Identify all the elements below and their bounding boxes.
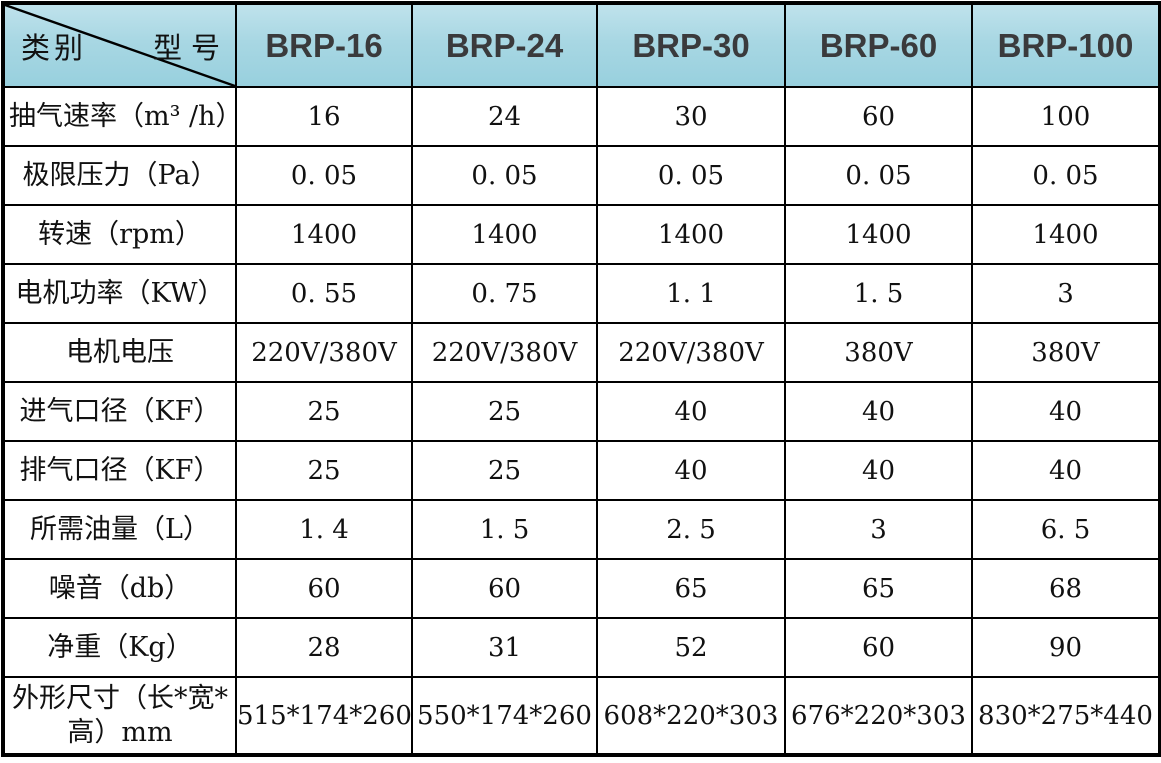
spec-cell: 1. 5 bbox=[411, 499, 598, 560]
spec-cell: 28 bbox=[235, 617, 413, 678]
corner-category-label: 类别 bbox=[21, 30, 88, 65]
spec-cell: 60 bbox=[411, 558, 598, 619]
spec-cell: 6. 5 bbox=[971, 499, 1161, 560]
row-pumping-speed: 抽气速率（m³ /h） 16 24 30 60 100 bbox=[2, 86, 1161, 147]
column-header-brp-16: BRP-16 bbox=[235, 2, 413, 88]
row-label: 所需油量（L） bbox=[2, 499, 237, 560]
spec-cell: 380V bbox=[971, 322, 1161, 383]
spec-cell: 0. 05 bbox=[411, 145, 598, 206]
row-label: 极限压力（Pa） bbox=[2, 145, 237, 206]
spec-cell: 0. 05 bbox=[596, 145, 786, 206]
spec-cell: 68 bbox=[971, 558, 1161, 619]
row-oil-capacity: 所需油量（L） 1. 4 1. 5 2. 5 3 6. 5 bbox=[2, 499, 1161, 560]
row-label: 抽气速率（m³ /h） bbox=[2, 86, 237, 147]
spec-cell: 100 bbox=[971, 86, 1161, 147]
spec-cell: 90 bbox=[971, 617, 1161, 678]
spec-cell: 0. 05 bbox=[235, 145, 413, 206]
spec-cell: 1. 1 bbox=[596, 263, 786, 324]
spec-cell: 24 bbox=[411, 86, 598, 147]
spec-cell: 25 bbox=[235, 440, 413, 501]
spec-cell: 608*220*303 bbox=[596, 676, 786, 756]
spec-cell: 40 bbox=[784, 440, 973, 501]
spec-cell: 65 bbox=[784, 558, 973, 619]
spec-cell: 40 bbox=[784, 381, 973, 442]
spec-cell: 676*220*303 bbox=[784, 676, 973, 756]
spec-cell: 0. 55 bbox=[235, 263, 413, 324]
row-label: 电机功率（KW） bbox=[2, 263, 237, 324]
spec-cell: 550*174*260 bbox=[411, 676, 598, 756]
column-header-brp-30: BRP-30 bbox=[596, 2, 786, 88]
row-label: 外形尺寸（长*宽*高）mm bbox=[2, 676, 237, 756]
spec-cell: 40 bbox=[596, 440, 786, 501]
row-label: 噪音（db） bbox=[2, 558, 237, 619]
spec-cell: 2. 5 bbox=[596, 499, 786, 560]
spec-cell: 3 bbox=[784, 499, 973, 560]
row-label: 排气口径（KF） bbox=[2, 440, 237, 501]
corner-cell: 型号 类别 bbox=[2, 2, 237, 88]
row-label: 进气口径（KF） bbox=[2, 381, 237, 442]
row-net-weight: 净重（Kg） 28 31 52 60 90 bbox=[2, 617, 1161, 678]
row-noise: 噪音（db） 60 60 65 65 68 bbox=[2, 558, 1161, 619]
spec-cell: 52 bbox=[596, 617, 786, 678]
corner-model-label: 型号 bbox=[152, 30, 229, 65]
spec-cell: 220V/380V bbox=[411, 322, 598, 383]
row-inlet-diameter: 进气口径（KF） 25 25 40 40 40 bbox=[2, 381, 1161, 442]
spec-cell: 30 bbox=[596, 86, 786, 147]
row-motor-voltage: 电机电压 220V/380V 220V/380V 220V/380V 380V … bbox=[2, 322, 1161, 383]
spec-cell: 0. 05 bbox=[784, 145, 973, 206]
row-outlet-diameter: 排气口径（KF） 25 25 40 40 40 bbox=[2, 440, 1161, 501]
spec-cell: 65 bbox=[596, 558, 786, 619]
row-rotation-speed: 转速（rpm） 1400 1400 1400 1400 1400 bbox=[2, 204, 1161, 265]
row-motor-power: 电机功率（KW） 0. 55 0. 75 1. 1 1. 5 3 bbox=[2, 263, 1161, 324]
spec-cell: 1400 bbox=[411, 204, 598, 265]
spec-cell: 60 bbox=[235, 558, 413, 619]
row-ultimate-pressure: 极限压力（Pa） 0. 05 0. 05 0. 05 0. 05 0. 05 bbox=[2, 145, 1161, 206]
spec-cell: 515*174*260 bbox=[235, 676, 413, 756]
spec-cell: 31 bbox=[411, 617, 598, 678]
column-header-brp-60: BRP-60 bbox=[784, 2, 973, 88]
spec-cell: 220V/380V bbox=[235, 322, 413, 383]
spec-cell: 380V bbox=[784, 322, 973, 383]
spec-cell: 40 bbox=[971, 440, 1161, 501]
spec-cell: 25 bbox=[235, 381, 413, 442]
row-label: 电机电压 bbox=[2, 322, 237, 383]
spec-cell: 1400 bbox=[784, 204, 973, 265]
spec-cell: 220V/380V bbox=[596, 322, 786, 383]
column-header-brp-100: BRP-100 bbox=[971, 2, 1161, 88]
spec-cell: 40 bbox=[971, 381, 1161, 442]
spec-cell: 3 bbox=[971, 263, 1161, 324]
spec-cell: 1400 bbox=[971, 204, 1161, 265]
row-label: 转速（rpm） bbox=[2, 204, 237, 265]
spec-cell: 1. 5 bbox=[784, 263, 973, 324]
spec-cell: 25 bbox=[411, 440, 598, 501]
row-label: 净重（Kg） bbox=[2, 617, 237, 678]
spec-cell: 0. 75 bbox=[411, 263, 598, 324]
spec-cell: 1400 bbox=[235, 204, 413, 265]
spec-cell: 1400 bbox=[596, 204, 786, 265]
spec-cell: 830*275*440 bbox=[971, 676, 1161, 756]
spec-cell: 0. 05 bbox=[971, 145, 1161, 206]
spec-cell: 60 bbox=[784, 617, 973, 678]
spec-cell: 1. 4 bbox=[235, 499, 413, 560]
column-header-brp-24: BRP-24 bbox=[411, 2, 598, 88]
diagonal-line bbox=[5, 5, 235, 86]
spec-cell: 25 bbox=[411, 381, 598, 442]
spec-cell: 16 bbox=[235, 86, 413, 147]
header-row: 型号 类别 BRP-16 BRP-24 BRP-30 BRP-60 BRP-10… bbox=[2, 2, 1161, 88]
spec-cell: 40 bbox=[596, 381, 786, 442]
row-dimensions: 外形尺寸（长*宽*高）mm 515*174*260 550*174*260 60… bbox=[2, 676, 1161, 756]
spec-cell: 60 bbox=[784, 86, 973, 147]
